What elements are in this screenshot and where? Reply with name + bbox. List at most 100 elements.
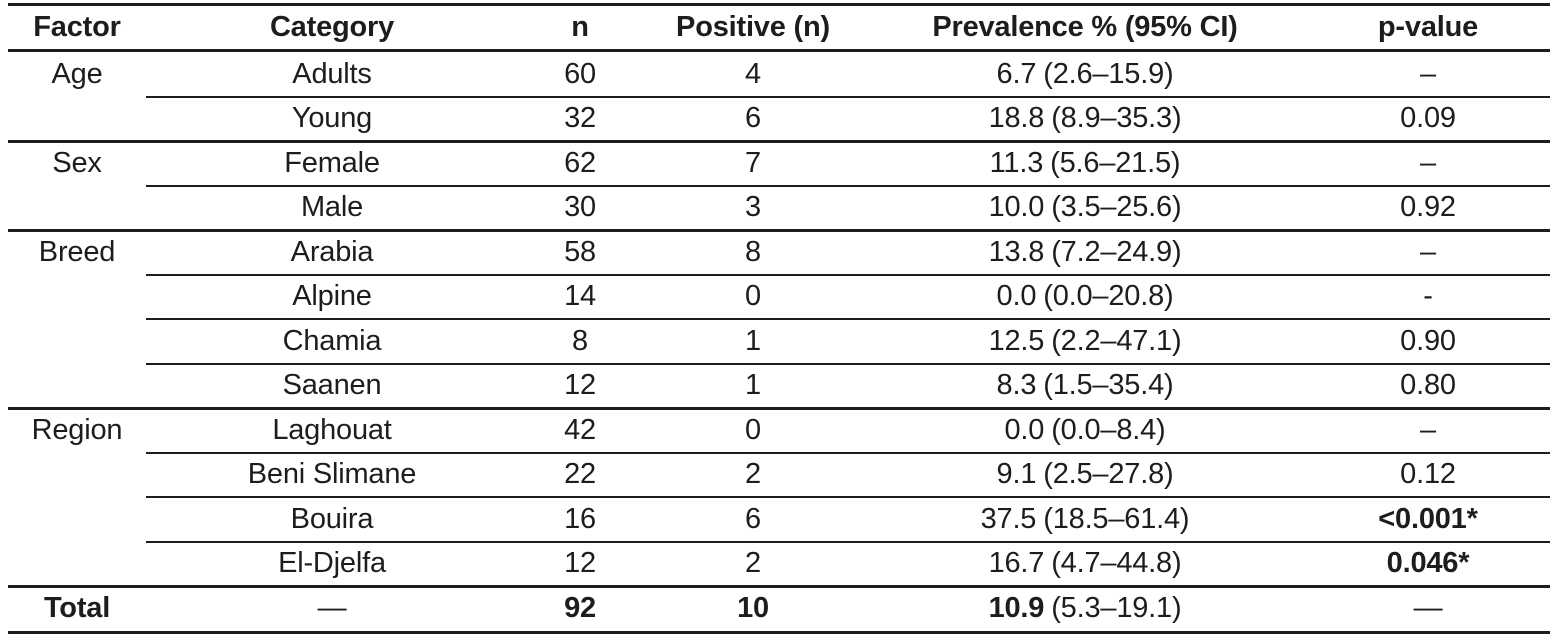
factor-cell: Sex	[52, 146, 102, 179]
p-value-cell: 0.90	[1400, 324, 1456, 357]
category-cell: Arabia	[290, 235, 374, 268]
prevalence-value: 37.5	[980, 502, 1037, 535]
table-row-chamia: Chamia 8 1 12.5 (2.2–47.1) 0.90	[8, 318, 1550, 364]
table-row-young: Young 32 6 18.8 (8.9–35.3) 0.09	[8, 95, 1550, 142]
positive-cell: 4	[745, 57, 761, 90]
prevalence-cell: 10.0 (3.5–25.6)	[864, 193, 1306, 222]
column-header-p-value: p-value	[1377, 11, 1479, 43]
p-value-cell: <0.001*	[1378, 502, 1478, 535]
prevalence-ci: (2.5–27.8)	[1043, 458, 1174, 491]
table-row-adults: Age Adults 60 4 6.7 (2.6–15.9) –	[8, 52, 1550, 97]
positive-cell: 1	[745, 369, 761, 402]
p-value-cell: 0.92	[1400, 191, 1456, 224]
prevalence-ci: (3.5–25.6)	[1051, 191, 1182, 224]
n-cell: 8	[572, 324, 588, 357]
table-row-total: Total — 92 10 10.9 (5.3–19.1) —	[8, 585, 1550, 631]
prevalence-ci: (5.6–21.5)	[1050, 146, 1181, 179]
prevalence-cell: 37.5 (18.5–61.4)	[864, 502, 1306, 535]
p-value-cell: 0.12	[1400, 458, 1456, 491]
table-row-beni-slimane: Beni Slimane 22 2 9.1 (2.5–27.8) 0.12	[8, 451, 1550, 498]
positive-cell: 1	[745, 324, 761, 357]
prevalence-cell: 13.8 (7.2–24.9)	[864, 235, 1306, 268]
p-value-cell: 0.80	[1400, 369, 1456, 402]
prevalence-ci: (2.2–47.1)	[1051, 324, 1182, 357]
prevalence-value: 10.0	[988, 191, 1045, 224]
prevalence-cell: 16.7 (4.7–44.8)	[864, 549, 1306, 578]
positive-cell: 2	[745, 547, 761, 580]
positive-cell: 6	[745, 502, 761, 535]
table-row-arabia: Breed Arabia 58 8 13.8 (7.2–24.9) –	[8, 229, 1550, 275]
prevalence-value: 9.1	[996, 458, 1037, 491]
prevalence-cell: 10.9 (5.3–19.1)	[864, 591, 1306, 624]
table-header-row: Factor Category n Positive (n) Prevalenc…	[8, 6, 1550, 52]
prevalence-value: 6.7	[996, 57, 1037, 90]
prevalence-cell: 18.8 (8.9–35.3)	[864, 104, 1306, 133]
category-cell: Alpine	[292, 280, 372, 313]
prevalence-table: Factor Category n Positive (n) Prevalenc…	[8, 3, 1550, 634]
table-row-alpine: Alpine 14 0 0.0 (0.0–20.8) -	[8, 273, 1550, 320]
category-cell: —	[317, 591, 347, 624]
n-cell: 92	[564, 591, 596, 624]
n-cell: 16	[564, 502, 596, 535]
positive-cell: 8	[745, 235, 761, 268]
column-header-factor: Factor	[33, 11, 121, 43]
prevalence-ci: (7.2–24.9)	[1051, 235, 1182, 268]
prevalence-value: 0.0	[996, 280, 1037, 313]
prevalence-cell: 12.5 (2.2–47.1)	[864, 324, 1306, 357]
table-row-bouira: Bouira 16 6 37.5 (18.5–61.4) <0.001*	[8, 496, 1550, 542]
table-row-saanen: Saanen 12 1 8.3 (1.5–35.4) 0.80	[8, 362, 1550, 409]
positive-cell: 0	[745, 413, 761, 446]
n-cell: 12	[564, 369, 596, 402]
prevalence-ci: (2.6–15.9)	[1043, 57, 1174, 90]
column-header-prevalence: Prevalence % (95% CI)	[932, 11, 1238, 43]
category-cell: Laghouat	[272, 413, 392, 446]
table-row-laghouat: Region Laghouat 42 0 0.0 (0.0–8.4) –	[8, 407, 1550, 453]
prevalence-cell: 6.7 (2.6–15.9)	[864, 57, 1306, 90]
n-cell: 32	[564, 102, 596, 135]
category-cell: El-Djelfa	[278, 547, 386, 580]
n-cell: 60	[564, 57, 596, 90]
factor-cell: Total	[43, 591, 111, 624]
positive-cell: 6	[745, 102, 761, 135]
p-value-cell: –	[1420, 235, 1436, 268]
prevalence-value: 8.3	[996, 369, 1037, 402]
prevalence-cell: 9.1 (2.5–27.8)	[864, 460, 1306, 489]
category-cell: Saanen	[282, 369, 382, 402]
category-cell: Female	[284, 146, 380, 179]
category-cell: Adults	[292, 57, 372, 90]
category-cell: Chamia	[282, 324, 382, 357]
prevalence-value: 12.5	[988, 324, 1045, 357]
p-value-cell: —	[1413, 591, 1443, 624]
prevalence-value: 18.8	[988, 102, 1045, 135]
n-cell: 30	[564, 191, 596, 224]
column-header-n: n	[571, 11, 589, 43]
category-cell: Young	[291, 102, 373, 135]
table-body: Age Adults 60 4 6.7 (2.6–15.9) – Young 32 6 18.8 (8…	[8, 52, 1550, 631]
prevalence-cell: 11.3 (5.6–21.5)	[864, 146, 1306, 179]
p-value-cell: –	[1420, 413, 1436, 446]
factor-cell: Region	[31, 413, 123, 446]
n-cell: 12	[564, 547, 596, 580]
n-cell: 14	[564, 280, 596, 313]
positive-cell: 0	[745, 280, 761, 313]
category-cell: Beni Slimane	[247, 458, 417, 491]
table-row-female: Sex Female 62 7 11.3 (5.6–21.5) –	[8, 140, 1550, 186]
prevalence-value: 0.0	[1004, 413, 1045, 446]
prevalence-ci: (0.0–20.8)	[1043, 280, 1174, 313]
p-value-cell: –	[1420, 57, 1436, 90]
column-header-positive: Positive (n)	[676, 11, 830, 43]
prevalence-value: 10.9	[988, 591, 1045, 624]
n-cell: 42	[564, 413, 596, 446]
prevalence-cell: 8.3 (1.5–35.4)	[864, 371, 1306, 400]
prevalence-cell: 0.0 (0.0–8.4)	[864, 413, 1306, 446]
positive-cell: 7	[745, 146, 761, 179]
prevalence-ci: (8.9–35.3)	[1051, 102, 1182, 135]
factor-cell: Age	[51, 57, 103, 90]
prevalence-ci: (0.0–8.4)	[1051, 413, 1166, 446]
prevalence-value: 16.7	[988, 547, 1045, 580]
column-header-category: Category	[269, 11, 395, 43]
category-cell: Bouira	[290, 502, 374, 535]
table-row-male: Male 30 3 10.0 (3.5–25.6) 0.92	[8, 184, 1550, 231]
prevalence-value: 11.3	[989, 146, 1044, 179]
n-cell: 58	[564, 235, 596, 268]
